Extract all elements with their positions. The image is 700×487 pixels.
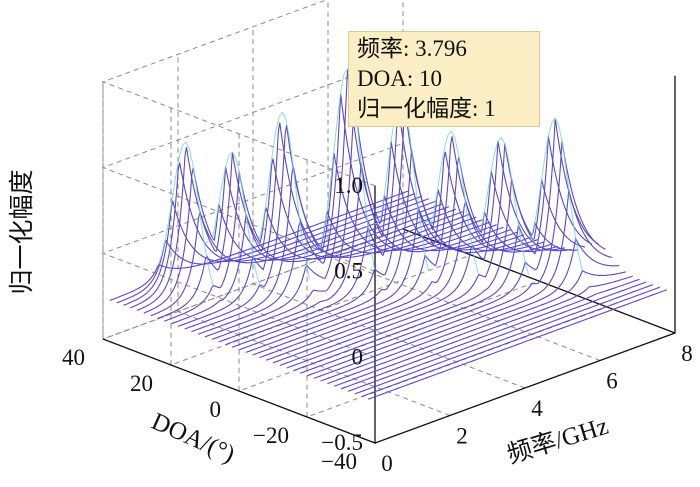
surface-doa-line	[347, 281, 647, 392]
y-tick-label: 0	[210, 397, 222, 422]
y-tick-label: −40	[321, 449, 357, 474]
surface-doa-line	[116, 193, 416, 304]
surface-doa-line	[306, 141, 606, 377]
surface-doa-line	[272, 140, 572, 364]
surface-doa-line	[361, 286, 661, 398]
y-tick-label: 40	[62, 345, 85, 370]
surface-doa-line	[340, 278, 640, 390]
data-tip-freq: 频率: 3.796	[357, 36, 467, 61]
peak-crest	[204, 151, 261, 285]
peak-crest	[255, 111, 311, 280]
y-axis-label: DOA/(°)	[147, 408, 238, 468]
surface-doa-line	[259, 156, 559, 359]
surface-doa-line	[123, 195, 423, 306]
surface-doa-line	[163, 171, 463, 322]
surface-doa-line	[286, 178, 586, 369]
surface-doa-line	[279, 143, 579, 366]
surface-doa-line	[211, 99, 511, 340]
peak-crest	[319, 67, 376, 270]
surface-doa-line	[177, 122, 477, 327]
surface-doa-line	[198, 93, 497, 335]
data-tip: 频率: 3.796 DOA: 10 归一化幅度: 1	[348, 31, 540, 127]
surface-doa-line	[245, 151, 545, 353]
z-tick-label: 0.5	[334, 259, 363, 284]
surface-doa-line	[232, 104, 531, 348]
surface-doa-line	[136, 147, 436, 311]
x-tick-label: 4	[531, 396, 543, 421]
surface-doa-line	[238, 148, 538, 351]
surface-doa-line	[354, 284, 654, 395]
surface-doa-line	[157, 152, 457, 320]
surface-mesh	[109, 67, 667, 400]
z-tick-label: 1.0	[334, 173, 363, 198]
y-gridline	[170, 107, 472, 366]
surface-doa-line	[129, 162, 429, 309]
z-tick-label: −0.5	[321, 430, 363, 455]
x-tick-label: 8	[681, 341, 693, 366]
surface-doa-line	[184, 125, 484, 330]
data-tip-doa: DOA: 10	[357, 66, 442, 91]
tick-labels: 1.0 0.5 0 −0.5 40 20 0 −20 −40 0 2 4 6 8	[62, 173, 693, 476]
x-axis-label: 频率/GHz	[504, 412, 612, 469]
surface-doa-line	[300, 118, 599, 374]
surface-doa-line	[320, 236, 620, 382]
data-tip-amp: 归一化幅度: 1	[357, 96, 496, 121]
surface-doa-line	[334, 275, 633, 387]
surface-doa-line	[293, 135, 593, 372]
z-tick-label: 0	[352, 344, 364, 369]
z-axis-label: 归一化幅度	[8, 169, 36, 294]
x-tick-label: 2	[456, 424, 468, 449]
surface-doa-line	[252, 136, 552, 356]
x-tick-label: 6	[606, 369, 618, 394]
surface-doa-line	[368, 289, 667, 400]
peak-crest	[424, 130, 480, 275]
x-tick-label: 0	[381, 451, 393, 476]
surface-doa-line	[266, 170, 565, 361]
y-tick-label: −20	[253, 423, 289, 448]
surface-doa-line	[170, 158, 470, 325]
peak-crest	[158, 141, 214, 286]
peak-crest	[527, 117, 583, 271]
surface-doa-line	[218, 141, 518, 343]
surface-doa-line	[327, 269, 627, 385]
surface-doa-line	[313, 189, 613, 379]
y-tick-label: 20	[130, 371, 153, 396]
peak-crest	[474, 136, 530, 275]
surface-doa-line	[204, 70, 504, 338]
